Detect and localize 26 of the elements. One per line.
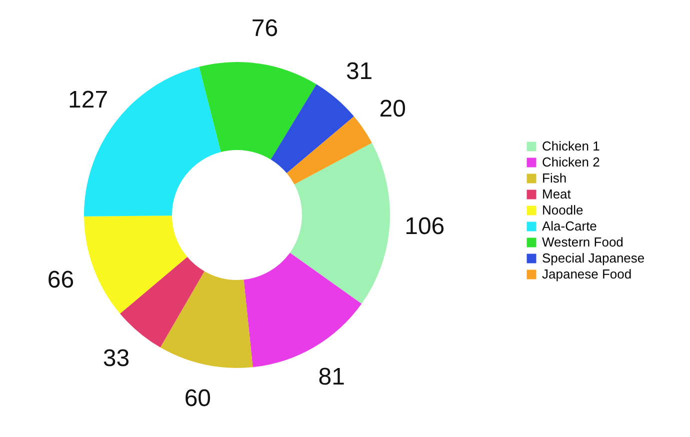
donut-slice — [84, 216, 188, 314]
legend-label: Japanese Food — [542, 266, 632, 282]
data-label: 60 — [184, 384, 212, 412]
data-label: 33 — [102, 345, 130, 372]
legend-label: Chicken 2 — [542, 154, 600, 170]
data-label: 20 — [379, 96, 406, 123]
donut-slice — [160, 271, 253, 368]
data-label: 31 — [346, 58, 373, 86]
legend-label: Special Japanese — [542, 250, 645, 266]
data-label: 66 — [47, 266, 74, 294]
donut-slice — [199, 62, 316, 160]
donut-slice — [286, 116, 372, 184]
legend-label: Fish — [542, 170, 567, 186]
donut-slice — [244, 252, 362, 368]
donut-slice — [290, 142, 390, 304]
data-label: 81 — [318, 363, 345, 390]
legend-label: Noodle — [542, 202, 584, 218]
data-label: 106 — [404, 213, 445, 240]
data-label: 76 — [251, 15, 278, 42]
legend-label: Western Food — [542, 234, 624, 250]
donut-slice — [120, 256, 204, 348]
donut-slice — [270, 84, 354, 174]
data-label: 127 — [68, 86, 108, 114]
legend-label: Chicken 1 — [542, 138, 600, 154]
legend-label: Ala-Carte — [542, 218, 597, 234]
legend-label: Meat — [542, 186, 572, 202]
